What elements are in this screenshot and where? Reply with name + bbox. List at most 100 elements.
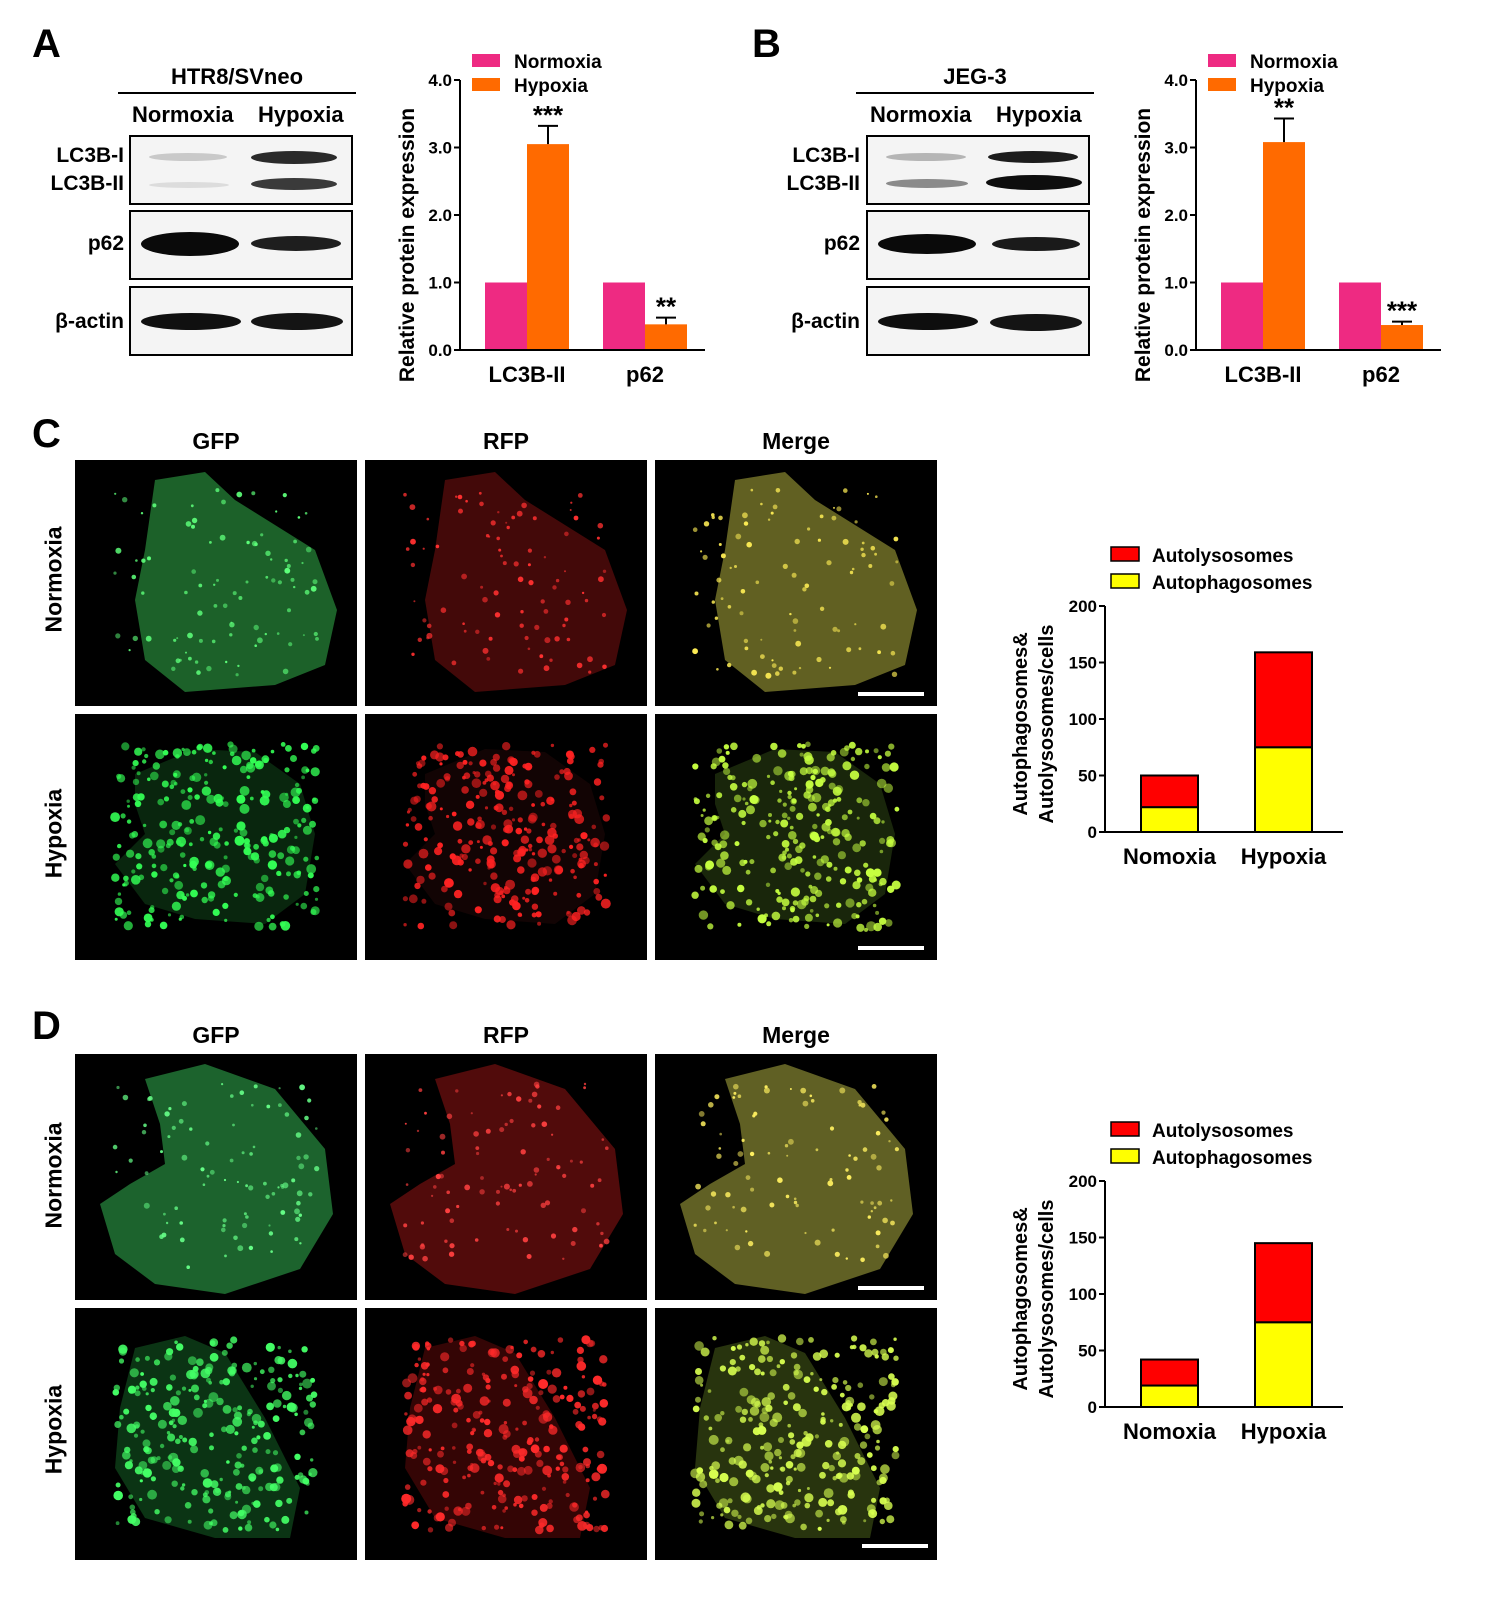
puncta xyxy=(697,832,706,841)
puncta xyxy=(715,1478,720,1484)
puncta xyxy=(412,1448,418,1455)
puncta xyxy=(792,838,799,845)
puncta xyxy=(749,795,759,804)
puncta xyxy=(814,1239,821,1246)
puncta xyxy=(503,1421,508,1425)
puncta xyxy=(571,800,577,806)
puncta xyxy=(468,840,474,845)
puncta xyxy=(716,748,723,754)
puncta xyxy=(198,583,203,588)
puncta xyxy=(270,558,273,561)
puncta xyxy=(893,1337,897,1341)
puncta xyxy=(476,840,480,844)
puncta xyxy=(247,853,255,861)
puncta xyxy=(194,660,199,664)
puncta xyxy=(224,1491,232,1498)
puncta xyxy=(185,521,192,527)
puncta xyxy=(727,605,732,609)
puncta xyxy=(597,1178,602,1183)
puncta xyxy=(793,1197,797,1201)
puncta xyxy=(200,882,208,889)
puncta xyxy=(524,635,529,641)
puncta xyxy=(736,1344,743,1350)
puncta xyxy=(236,794,246,804)
puncta xyxy=(700,550,703,553)
puncta xyxy=(729,566,732,570)
puncta xyxy=(799,752,804,757)
puncta xyxy=(723,744,730,750)
puncta xyxy=(492,764,501,772)
puncta xyxy=(277,1377,283,1383)
puncta xyxy=(755,580,760,585)
puncta xyxy=(135,1357,140,1362)
puncta xyxy=(259,1369,265,1375)
puncta xyxy=(795,640,802,647)
puncta xyxy=(131,869,136,874)
puncta xyxy=(290,845,295,851)
puncta xyxy=(586,1387,595,1396)
puncta xyxy=(603,742,608,748)
puncta xyxy=(188,1388,192,1392)
band xyxy=(986,175,1082,190)
puncta xyxy=(428,787,437,795)
puncta xyxy=(479,1396,490,1406)
puncta xyxy=(203,743,213,753)
puncta xyxy=(403,859,413,869)
puncta xyxy=(272,1450,279,1456)
puncta xyxy=(441,1150,445,1155)
puncta xyxy=(305,805,309,809)
puncta xyxy=(178,1465,183,1470)
puncta xyxy=(457,494,463,500)
puncta xyxy=(466,1443,474,1451)
puncta xyxy=(693,1223,697,1227)
puncta xyxy=(483,1429,493,1438)
puncta xyxy=(866,1452,873,1458)
puncta xyxy=(509,1118,514,1124)
puncta xyxy=(888,1391,898,1401)
puncta xyxy=(705,863,712,871)
puncta xyxy=(452,1446,456,1450)
puncta xyxy=(276,632,280,635)
puncta xyxy=(191,517,198,524)
puncta xyxy=(191,1384,199,1393)
puncta xyxy=(249,796,254,801)
puncta xyxy=(759,1412,770,1423)
puncta xyxy=(534,1173,537,1176)
puncta xyxy=(833,918,843,928)
puncta xyxy=(777,1334,787,1343)
puncta xyxy=(764,1515,772,1523)
puncta xyxy=(786,853,792,859)
puncta xyxy=(760,638,763,641)
puncta xyxy=(786,1154,789,1157)
puncta xyxy=(197,610,203,616)
puncta xyxy=(790,858,798,866)
puncta xyxy=(249,1476,255,1482)
puncta xyxy=(822,1461,830,1470)
y-tick-label: 50 xyxy=(1078,1342,1097,1361)
puncta xyxy=(707,923,714,930)
puncta xyxy=(270,1464,279,1473)
puncta xyxy=(841,814,848,821)
puncta xyxy=(752,1114,756,1118)
band-label-lc3b-ii-a: LC3B-II xyxy=(50,172,125,195)
puncta xyxy=(499,1127,505,1133)
puncta xyxy=(408,1254,414,1260)
puncta xyxy=(479,845,483,849)
puncta xyxy=(469,1463,480,1473)
puncta xyxy=(279,921,286,927)
puncta xyxy=(783,1400,788,1406)
puncta xyxy=(226,1342,233,1349)
puncta xyxy=(534,790,543,798)
puncta xyxy=(509,757,518,767)
puncta xyxy=(859,1344,867,1352)
puncta xyxy=(253,624,259,631)
puncta xyxy=(824,903,830,909)
puncta xyxy=(837,629,841,633)
puncta xyxy=(186,1265,190,1269)
puncta xyxy=(873,1206,877,1210)
puncta xyxy=(836,797,842,802)
puncta xyxy=(879,1476,887,1485)
puncta xyxy=(833,866,838,871)
puncta xyxy=(880,623,887,630)
puncta xyxy=(790,887,800,897)
